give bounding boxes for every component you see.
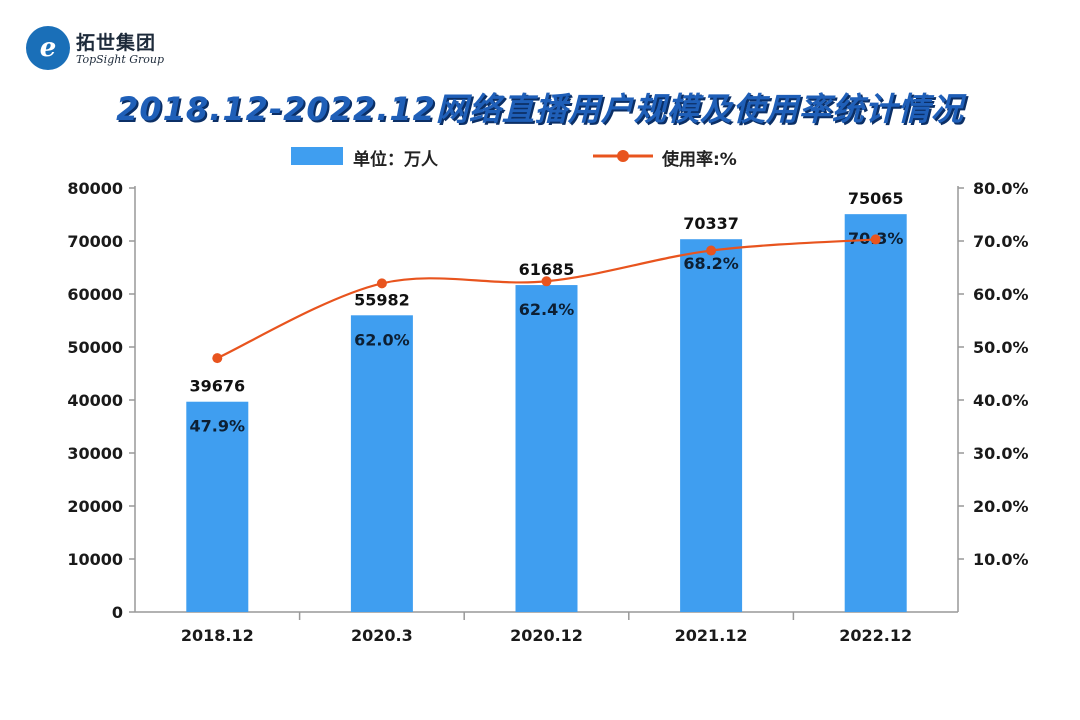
- x-tick-label: 2021.12: [675, 626, 748, 645]
- usage-rate-point: [870, 234, 881, 245]
- x-tick-label: 2018.12: [181, 626, 254, 645]
- legend-line-swatch: [593, 150, 653, 162]
- x-tick-label: 2020.12: [510, 626, 583, 645]
- usage-rate-point: [706, 245, 717, 256]
- logo-text-cn: 拓世集团: [76, 32, 157, 54]
- logo-mark-icon: e: [26, 26, 70, 70]
- y-left-tick-label: 0: [112, 603, 123, 622]
- rate-value-label: 47.9%: [190, 417, 246, 436]
- bar: [515, 285, 578, 612]
- y-left-tick-label: 80000: [67, 179, 123, 198]
- bar: [186, 401, 249, 612]
- bar-value-label: 70337: [683, 214, 739, 233]
- logo-text-en: TopSight Group: [76, 53, 165, 66]
- y-right-tick-label: 70.0%: [973, 232, 1029, 251]
- y-left-tick-label: 40000: [67, 391, 123, 410]
- chart-legend: 单位：万人 使用率:%: [0, 145, 1080, 170]
- usage-rate-point: [541, 276, 552, 287]
- x-tick-label: 2020.3: [351, 626, 413, 645]
- x-tick-label: 2022.12: [839, 626, 912, 645]
- bar: [680, 239, 743, 612]
- y-right-tick-label: 20.0%: [973, 497, 1029, 516]
- rate-value-label: 68.2%: [683, 254, 739, 273]
- y-right-tick-label: 60.0%: [973, 285, 1029, 304]
- usage-rate-point: [376, 278, 387, 289]
- y-left-tick-label: 70000: [67, 232, 123, 251]
- legend-bar-label: 单位：万人: [353, 150, 438, 170]
- bar-value-label: 75065: [848, 189, 904, 208]
- bar-value-label: 39676: [189, 377, 245, 396]
- brand-logo: e 拓世集团 TopSight Group: [26, 22, 186, 74]
- legend-line-label: 使用率:%: [662, 150, 737, 170]
- legend-bar-swatch: [291, 147, 343, 165]
- y-left-tick-label: 60000: [67, 285, 123, 304]
- bar: [844, 214, 907, 612]
- y-right-tick-label: 40.0%: [973, 391, 1029, 410]
- rate-value-label: 62.0%: [354, 330, 410, 349]
- bar: [350, 315, 413, 612]
- chart-title: 2018.12-2022.12网络直播用户规模及使用率统计情况: [116, 90, 964, 128]
- y-left-tick-label: 30000: [67, 444, 123, 463]
- y-right-tick-label: 30.0%: [973, 444, 1029, 463]
- y-right-tick-label: 80.0%: [973, 179, 1029, 198]
- rate-value-label: 62.4%: [519, 300, 575, 319]
- y-right-tick-label: 50.0%: [973, 338, 1029, 357]
- bar-value-label: 55982: [354, 290, 410, 309]
- y-right-tick-label: 10.0%: [973, 550, 1029, 569]
- usage-rate-point: [212, 353, 223, 364]
- y-left-tick-label: 10000: [67, 550, 123, 569]
- y-left-tick-label: 50000: [67, 338, 123, 357]
- bar-value-label: 61685: [519, 260, 575, 279]
- y-left-tick-label: 20000: [67, 497, 123, 516]
